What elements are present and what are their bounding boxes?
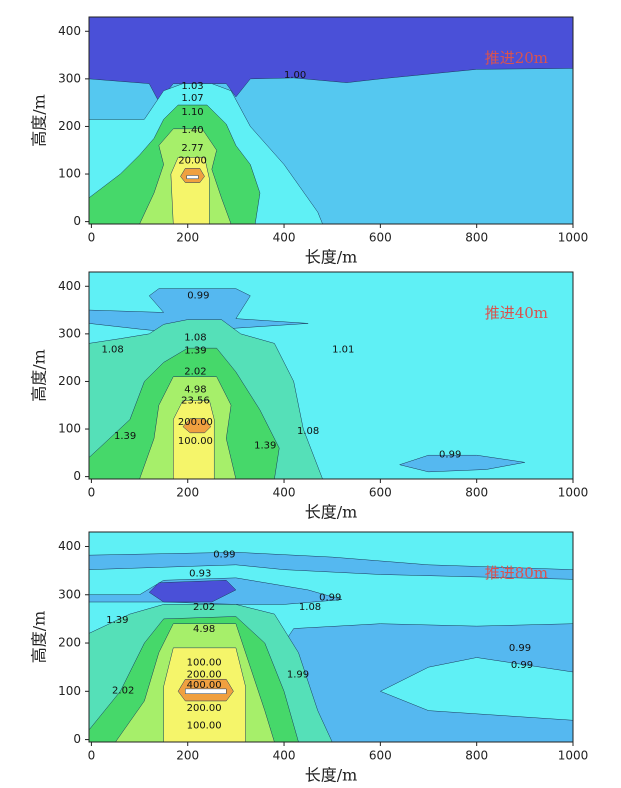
y-tick-label: 300 xyxy=(58,71,81,85)
contour-label: 0.99 xyxy=(511,660,533,671)
y-tick-label: 100 xyxy=(58,422,81,436)
contour-label: 1.39 xyxy=(254,441,276,452)
contour-panel: 1.031.07 1.10 1.40 2.77 20.00 1.00 0 200 400 600 8… xyxy=(30,16,589,267)
contour-label: 1.07 xyxy=(181,93,203,104)
contour-label: 1.00 xyxy=(284,70,306,81)
contour-label: 2.02 xyxy=(112,685,134,696)
x-tick-label: 0 xyxy=(88,749,96,763)
contour-label: 0.99 xyxy=(509,643,531,654)
y-tick-label: 200 xyxy=(58,119,81,133)
y-tick-label: 0 xyxy=(73,469,81,483)
contour-label: 20.00 xyxy=(178,156,207,167)
contour-label: 1.39 xyxy=(184,346,206,357)
contour-region xyxy=(398,454,525,473)
y-axis-label: 高度/m xyxy=(30,611,49,664)
x-tick-label: 200 xyxy=(176,486,199,500)
contour-label: 1.03 xyxy=(181,81,203,92)
x-tick-label: 400 xyxy=(273,749,296,763)
y-tick-label: 400 xyxy=(58,539,81,553)
plot-frame xyxy=(88,16,574,225)
y-tick-label: 400 xyxy=(58,24,81,38)
x-tick-label: 600 xyxy=(369,486,392,500)
contour-region xyxy=(269,623,574,743)
x-tick-label: 1000 xyxy=(558,749,589,763)
y-tick-label: 300 xyxy=(58,326,81,340)
plot-frame xyxy=(88,531,574,743)
contour-label: 400.00 xyxy=(187,680,222,691)
y-axis-label: 高度/m xyxy=(30,94,49,147)
contour-label: 1.99 xyxy=(287,669,309,680)
contour-label: 1.10 xyxy=(181,107,203,118)
x-tick-label: 200 xyxy=(176,749,199,763)
y-tick-label: 0 xyxy=(73,214,81,228)
contour-label: 0.99 xyxy=(319,593,341,604)
y-tick-label: 300 xyxy=(58,587,81,601)
contour-region xyxy=(148,580,237,603)
x-axis-label: 长度/m xyxy=(305,248,358,267)
contour-region xyxy=(185,688,227,694)
contour-label: 100.00 xyxy=(187,657,222,668)
annotation: 推进40m xyxy=(485,304,548,322)
x-tick-label: 600 xyxy=(369,749,392,763)
contour-region xyxy=(88,16,574,103)
x-axis-label: 长度/m xyxy=(305,766,358,785)
x-tick-label: 0 xyxy=(88,486,96,500)
contour-label: 4.98 xyxy=(193,624,215,635)
x-tick-label: 800 xyxy=(465,231,488,245)
x-tick-label: 0 xyxy=(88,231,96,245)
plot-frame xyxy=(88,271,574,480)
contour-label: 1.08 xyxy=(101,345,123,356)
contour-label: 200.00 xyxy=(187,703,222,714)
contour-label: 4.98 xyxy=(184,385,206,396)
contour-label: 2.02 xyxy=(193,602,215,613)
contour-label: 1.40 xyxy=(181,125,203,136)
annotation: 推进80m xyxy=(485,564,548,582)
contour-label: 1.01 xyxy=(332,345,354,356)
contour-region xyxy=(88,288,309,335)
contour-label: 100.00 xyxy=(178,436,213,447)
contour-label: 1.39 xyxy=(106,615,128,626)
contour-label: 1.08 xyxy=(184,333,206,344)
x-tick-label: 1000 xyxy=(558,231,589,245)
contour-label: 1.08 xyxy=(297,426,319,437)
contour-label: 100.00 xyxy=(187,721,222,732)
contour-label: 200.00 xyxy=(178,417,213,428)
x-tick-label: 800 xyxy=(465,486,488,500)
contour-region xyxy=(182,418,212,434)
contour-label: 0.93 xyxy=(189,569,211,580)
y-axis-label: 高度/m xyxy=(30,349,49,402)
contour-label: 1.08 xyxy=(299,602,321,613)
contour-label: 1.39 xyxy=(114,431,136,442)
x-tick-label: 400 xyxy=(273,231,296,245)
x-tick-label: 1000 xyxy=(558,486,589,500)
contour-region xyxy=(170,157,210,225)
contour-label: 2.02 xyxy=(184,366,206,377)
y-tick-label: 100 xyxy=(58,684,81,698)
contour-label: 0.99 xyxy=(213,550,235,561)
contour-region xyxy=(186,175,199,180)
x-tick-label: 400 xyxy=(273,486,296,500)
contour-label: 23.56 xyxy=(181,395,210,406)
contour-label: 2.77 xyxy=(181,143,203,154)
y-tick-label: 200 xyxy=(58,636,81,650)
y-tick-label: 0 xyxy=(73,732,81,746)
x-tick-label: 200 xyxy=(176,231,199,245)
annotation: 推进20m xyxy=(485,49,548,67)
contour-label: 200.00 xyxy=(187,669,222,680)
x-tick-label: 600 xyxy=(369,231,392,245)
contour-label: 0.99 xyxy=(187,290,209,301)
x-axis-label: 长度/m xyxy=(305,503,358,522)
contour-label: 0.99 xyxy=(439,450,461,461)
y-tick-label: 400 xyxy=(58,279,81,293)
contour-panel: 0.990.932.02 1.080.994.981.390.990.99100.… xyxy=(30,531,589,785)
x-tick-label: 800 xyxy=(465,749,488,763)
y-tick-label: 200 xyxy=(58,374,81,388)
y-tick-label: 100 xyxy=(58,167,81,181)
